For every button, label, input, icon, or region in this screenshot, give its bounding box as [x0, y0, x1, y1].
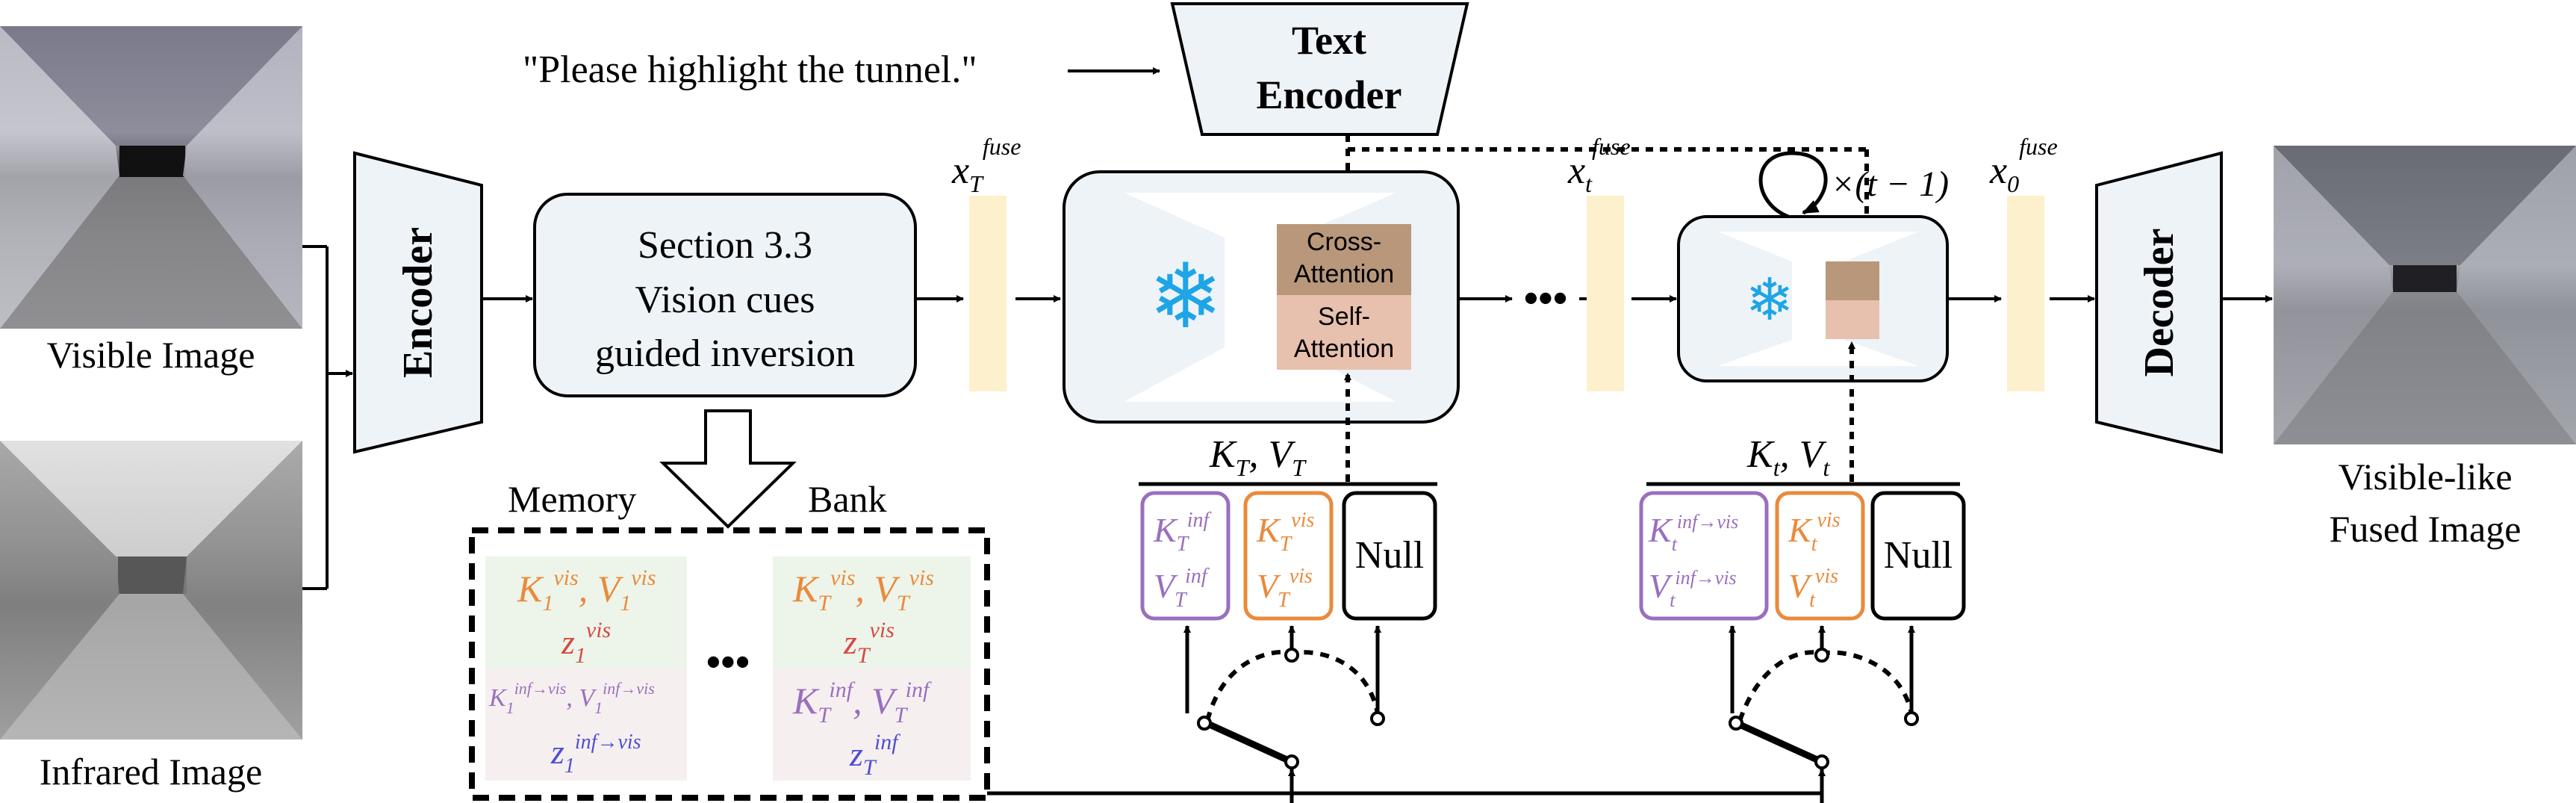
inversion-line-3: guided inversion [595, 332, 855, 375]
memory-bank-hollow-arrow [659, 409, 797, 529]
kv-T-null-label: Null [1355, 534, 1424, 577]
kv-t-null-label: Null [1884, 534, 1953, 577]
self-attention-line-1: Self- [1318, 303, 1370, 331]
latent-x0-label: x0fuse [1989, 133, 2058, 197]
kv-T-visible-K: KTvis [1256, 509, 1314, 556]
visible-image [0, 26, 302, 329]
latent-x0 [2007, 196, 2044, 391]
input-connector [302, 245, 353, 590]
inversion-line-1: Section 3.3 [638, 224, 812, 267]
cross-attention-block [1277, 224, 1411, 295]
switch-t-node-right [1904, 711, 1919, 726]
memory-entry-1: K1vis, V1vis z1vis K1inf→vis, V1inf→vis … [485, 556, 687, 781]
switch-T-node-top [1284, 648, 1299, 663]
text-encoder-line-2: Encoder [1257, 72, 1402, 117]
latent-xT-label: xTfuse [951, 133, 1021, 197]
cross-attention-block-small [1826, 261, 1879, 300]
fused-output-image [2274, 146, 2576, 444]
output-image-line-2: Fused Image [2330, 508, 2521, 550]
unet-shape-T [1124, 193, 1396, 402]
self-attention-block-small [1826, 300, 1879, 339]
kv-T-null-card [1342, 491, 1437, 621]
cross-attention-line-2: Attention [1294, 260, 1394, 288]
text-encoder-line-1: Text [1292, 18, 1366, 63]
switch-T [1183, 625, 1381, 803]
loop-arrow [1758, 151, 1828, 219]
switch-t-pivot [1814, 754, 1829, 769]
memory-bank-label-left: Memory [508, 478, 636, 520]
memory-bus [987, 769, 1826, 796]
middle-ellipsis: ••• [1524, 276, 1568, 322]
svg-text:K1vis, V1vis: K1vis, V1vis [517, 565, 656, 616]
text-prompt: "Please highlight the tunnel." [523, 49, 977, 91]
kv-T-visible-card [1243, 491, 1334, 621]
switch-T-pivot [1284, 754, 1299, 769]
latent-xt [1587, 196, 1624, 391]
infrared-image [0, 441, 302, 740]
self-attention-line-2: Attention [1294, 335, 1394, 363]
latent-xt-label: xtfuse [1567, 133, 1631, 197]
switch-t-node-left [1729, 716, 1743, 731]
memory-bank-label-right: Bank [808, 478, 887, 520]
kv-T-infrared-card [1140, 491, 1231, 621]
snowflake-icon: ❄ [1148, 247, 1224, 347]
kv-t-visible-card [1775, 491, 1865, 621]
decoder-block [2095, 151, 2223, 454]
visible-image-label: Visible Image [47, 334, 255, 376]
kv-group-T-label: KT, VT [1209, 433, 1307, 481]
text-encoder-block [1170, 2, 1469, 136]
memory-entry-T: KTvis, VTvis zTvis KTinf, VTinf zTinf [773, 556, 971, 781]
snowflake-icon-small: ❄ [1745, 267, 1793, 332]
decoder-label: Decoder [2136, 228, 2183, 376]
self-attention-block [1277, 295, 1411, 370]
inversion-line-2: Vision cues [635, 279, 815, 321]
inversion-block [533, 193, 917, 397]
switch-T-node-right [1370, 711, 1385, 726]
infrared-image-label: Infrared Image [40, 751, 262, 793]
unet-shape-t [1717, 232, 1919, 366]
kv-group-t-label: Kt, Vt [1746, 433, 1830, 481]
kv-t-infrared-card [1639, 491, 1769, 621]
output-image-line-1: Visible-like [2338, 456, 2512, 497]
switch-T-node-left [1197, 716, 1212, 731]
encoder-block [353, 151, 483, 454]
kv-t-null-card [1870, 491, 1966, 621]
loop-count-label: ×(t − 1) [1831, 164, 1949, 204]
encoder-label: Encoder [395, 227, 441, 378]
cross-attention-line-1: Cross- [1307, 228, 1381, 256]
switch-t-node-top [1814, 648, 1829, 663]
memory-bank-ellipsis: ••• [706, 639, 750, 686]
latent-xT [969, 196, 1007, 391]
